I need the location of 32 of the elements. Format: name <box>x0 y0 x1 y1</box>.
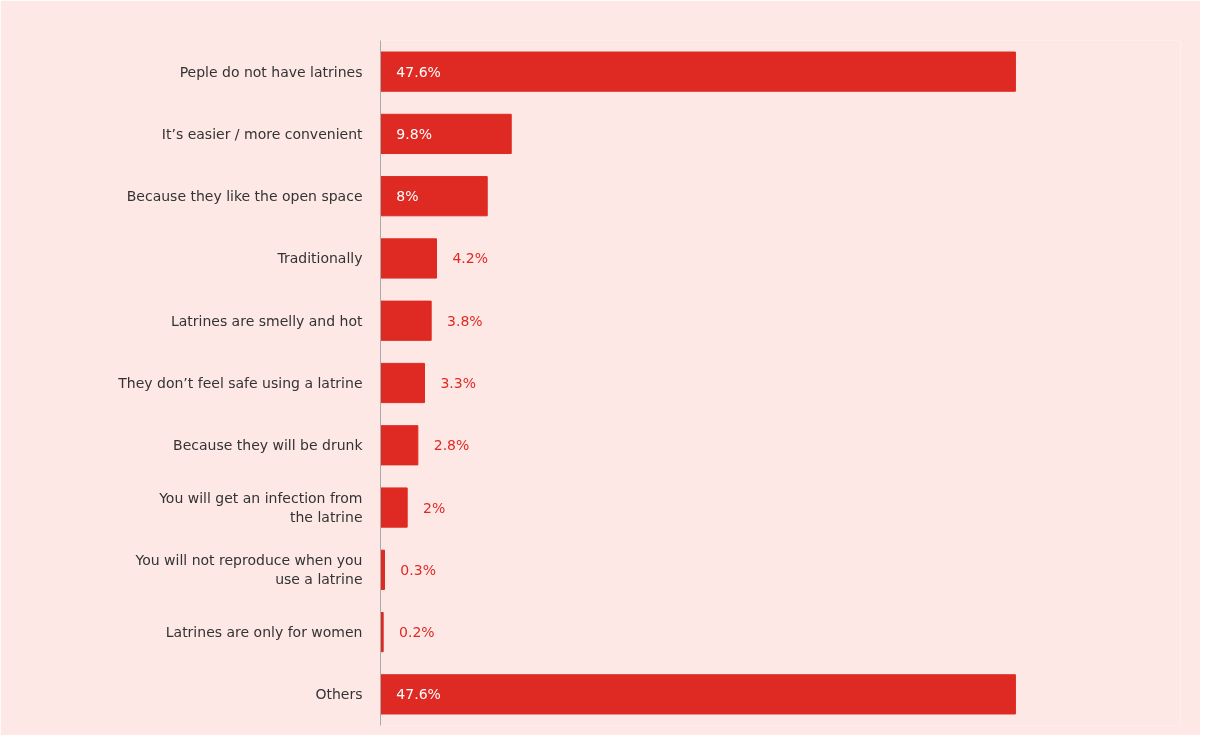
data-label: 2.8% <box>433 437 470 454</box>
y-tick-label: Peple do not have latrines <box>179 63 363 80</box>
bar <box>380 113 512 155</box>
y-tick-label: You will get an infection from the latrine <box>158 489 363 526</box>
bar <box>380 176 488 217</box>
bar <box>380 362 426 404</box>
y-tick-label: Latrines are smelly and hot <box>170 312 364 329</box>
data-label: 8% <box>396 188 419 205</box>
data-label: 3.3% <box>440 375 476 391</box>
data-label: 3.8% <box>447 312 483 329</box>
y-tick-label: They don’t feel safe using a latrine <box>117 375 363 391</box>
bar <box>380 674 1016 715</box>
bar <box>380 51 1016 92</box>
data-label: 47.6% <box>396 686 441 703</box>
data-label: 4.2% <box>452 250 488 267</box>
data-label: 9.8% <box>396 125 432 142</box>
bar <box>380 487 408 528</box>
y-tick-label: Traditionally <box>276 250 363 267</box>
y-tick-label: Because they like the open space <box>126 188 363 205</box>
y-tick-label: Others <box>315 686 363 703</box>
bar <box>380 611 384 653</box>
y-tick-label: It’s easier / more convenient <box>161 125 364 142</box>
bar <box>380 425 419 466</box>
bar <box>380 300 432 341</box>
y-tick-label: You will not reproduce when you use a latrine <box>134 552 363 588</box>
data-label: 2% <box>423 499 446 516</box>
y-tick-label: Latrines are only for women <box>165 624 363 641</box>
data-label: 0.2% <box>399 624 435 641</box>
y-tick-label: Because they will be drunk <box>173 437 364 454</box>
data-label: 0.3% <box>400 561 436 578</box>
bar <box>380 238 438 279</box>
data-label: 47.6% <box>396 63 441 80</box>
